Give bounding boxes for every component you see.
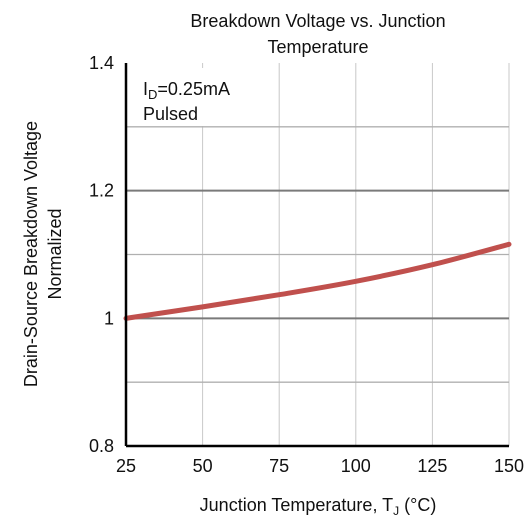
annotation-line-1-prefix: I bbox=[143, 79, 148, 99]
y-tick-label: 0.8 bbox=[89, 436, 114, 456]
annotation-line-1-subscript: D bbox=[148, 87, 157, 102]
x-axis-label-suffix: (°C) bbox=[399, 495, 436, 515]
chart-title: Breakdown Voltage vs. Junction Temperatu… bbox=[190, 11, 445, 57]
y-tick-label: 1 bbox=[104, 308, 114, 328]
grid bbox=[126, 63, 510, 446]
y-tick-labels: 0.8 1 1.2 1.4 bbox=[89, 53, 114, 456]
chart-title-line-2: Temperature bbox=[267, 37, 368, 57]
y-axis-label-line-1: Drain-Source Breakdown Voltage bbox=[21, 121, 41, 387]
x-tick-label: 125 bbox=[417, 456, 447, 476]
y-axis-label: Drain-Source Breakdown Voltage Normalize… bbox=[21, 121, 65, 387]
y-tick-label: 1.4 bbox=[89, 53, 114, 73]
chart-title-line-1: Breakdown Voltage vs. Junction bbox=[190, 11, 445, 31]
annotation-line-2: Pulsed bbox=[143, 104, 198, 124]
x-tick-label: 75 bbox=[269, 456, 289, 476]
series-group bbox=[123, 241, 512, 321]
x-axis-label-prefix: Junction Temperature, T bbox=[200, 495, 393, 515]
x-tick-label: 100 bbox=[341, 456, 371, 476]
axes bbox=[124, 63, 509, 448]
annotation-line-1-suffix: =0.25mA bbox=[157, 79, 230, 99]
x-tick-label: 150 bbox=[494, 456, 524, 476]
x-axis-label-subscript: J bbox=[393, 504, 399, 518]
y-tick-label: 1.2 bbox=[89, 181, 114, 201]
x-axis-label: Junction Temperature, TJ (°C) bbox=[200, 495, 437, 518]
x-tick-label: 25 bbox=[116, 456, 136, 476]
annotation-box bbox=[128, 68, 260, 126]
x-tick-labels: 25 50 75 100 125 150 bbox=[116, 456, 524, 476]
annotation-line-1: ID=0.25mA bbox=[143, 79, 230, 102]
y-axis-label-line-2: Normalized bbox=[45, 208, 65, 299]
series-line bbox=[123, 241, 512, 321]
x-tick-label: 50 bbox=[193, 456, 213, 476]
